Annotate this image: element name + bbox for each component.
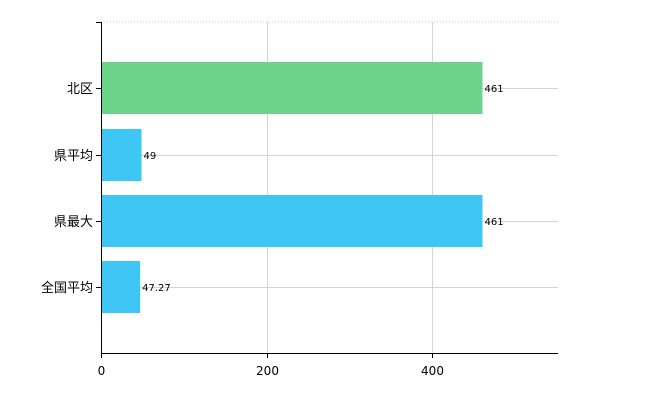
x-tick-label-400: 400 <box>421 364 444 378</box>
category-label-0: 北区 <box>67 82 93 97</box>
category-label-2: 県最大 <box>54 215 93 230</box>
data-label-0: 461 <box>484 84 503 95</box>
bar-2 <box>101 195 483 247</box>
category-label-3: 全国平均 <box>41 280 93 296</box>
category-label-1: 県平均 <box>54 149 93 164</box>
x-tick-label-0: 0 <box>98 364 106 378</box>
bar-3 <box>101 261 141 313</box>
bars <box>101 62 483 313</box>
axes <box>96 22 558 358</box>
bar-1 <box>101 129 142 181</box>
data-label-3: 47.27 <box>142 283 171 294</box>
data-label-1: 49 <box>144 151 157 162</box>
data-label-2: 461 <box>484 217 503 228</box>
x-tick-label-200: 200 <box>256 364 279 378</box>
bar-0 <box>101 62 483 114</box>
